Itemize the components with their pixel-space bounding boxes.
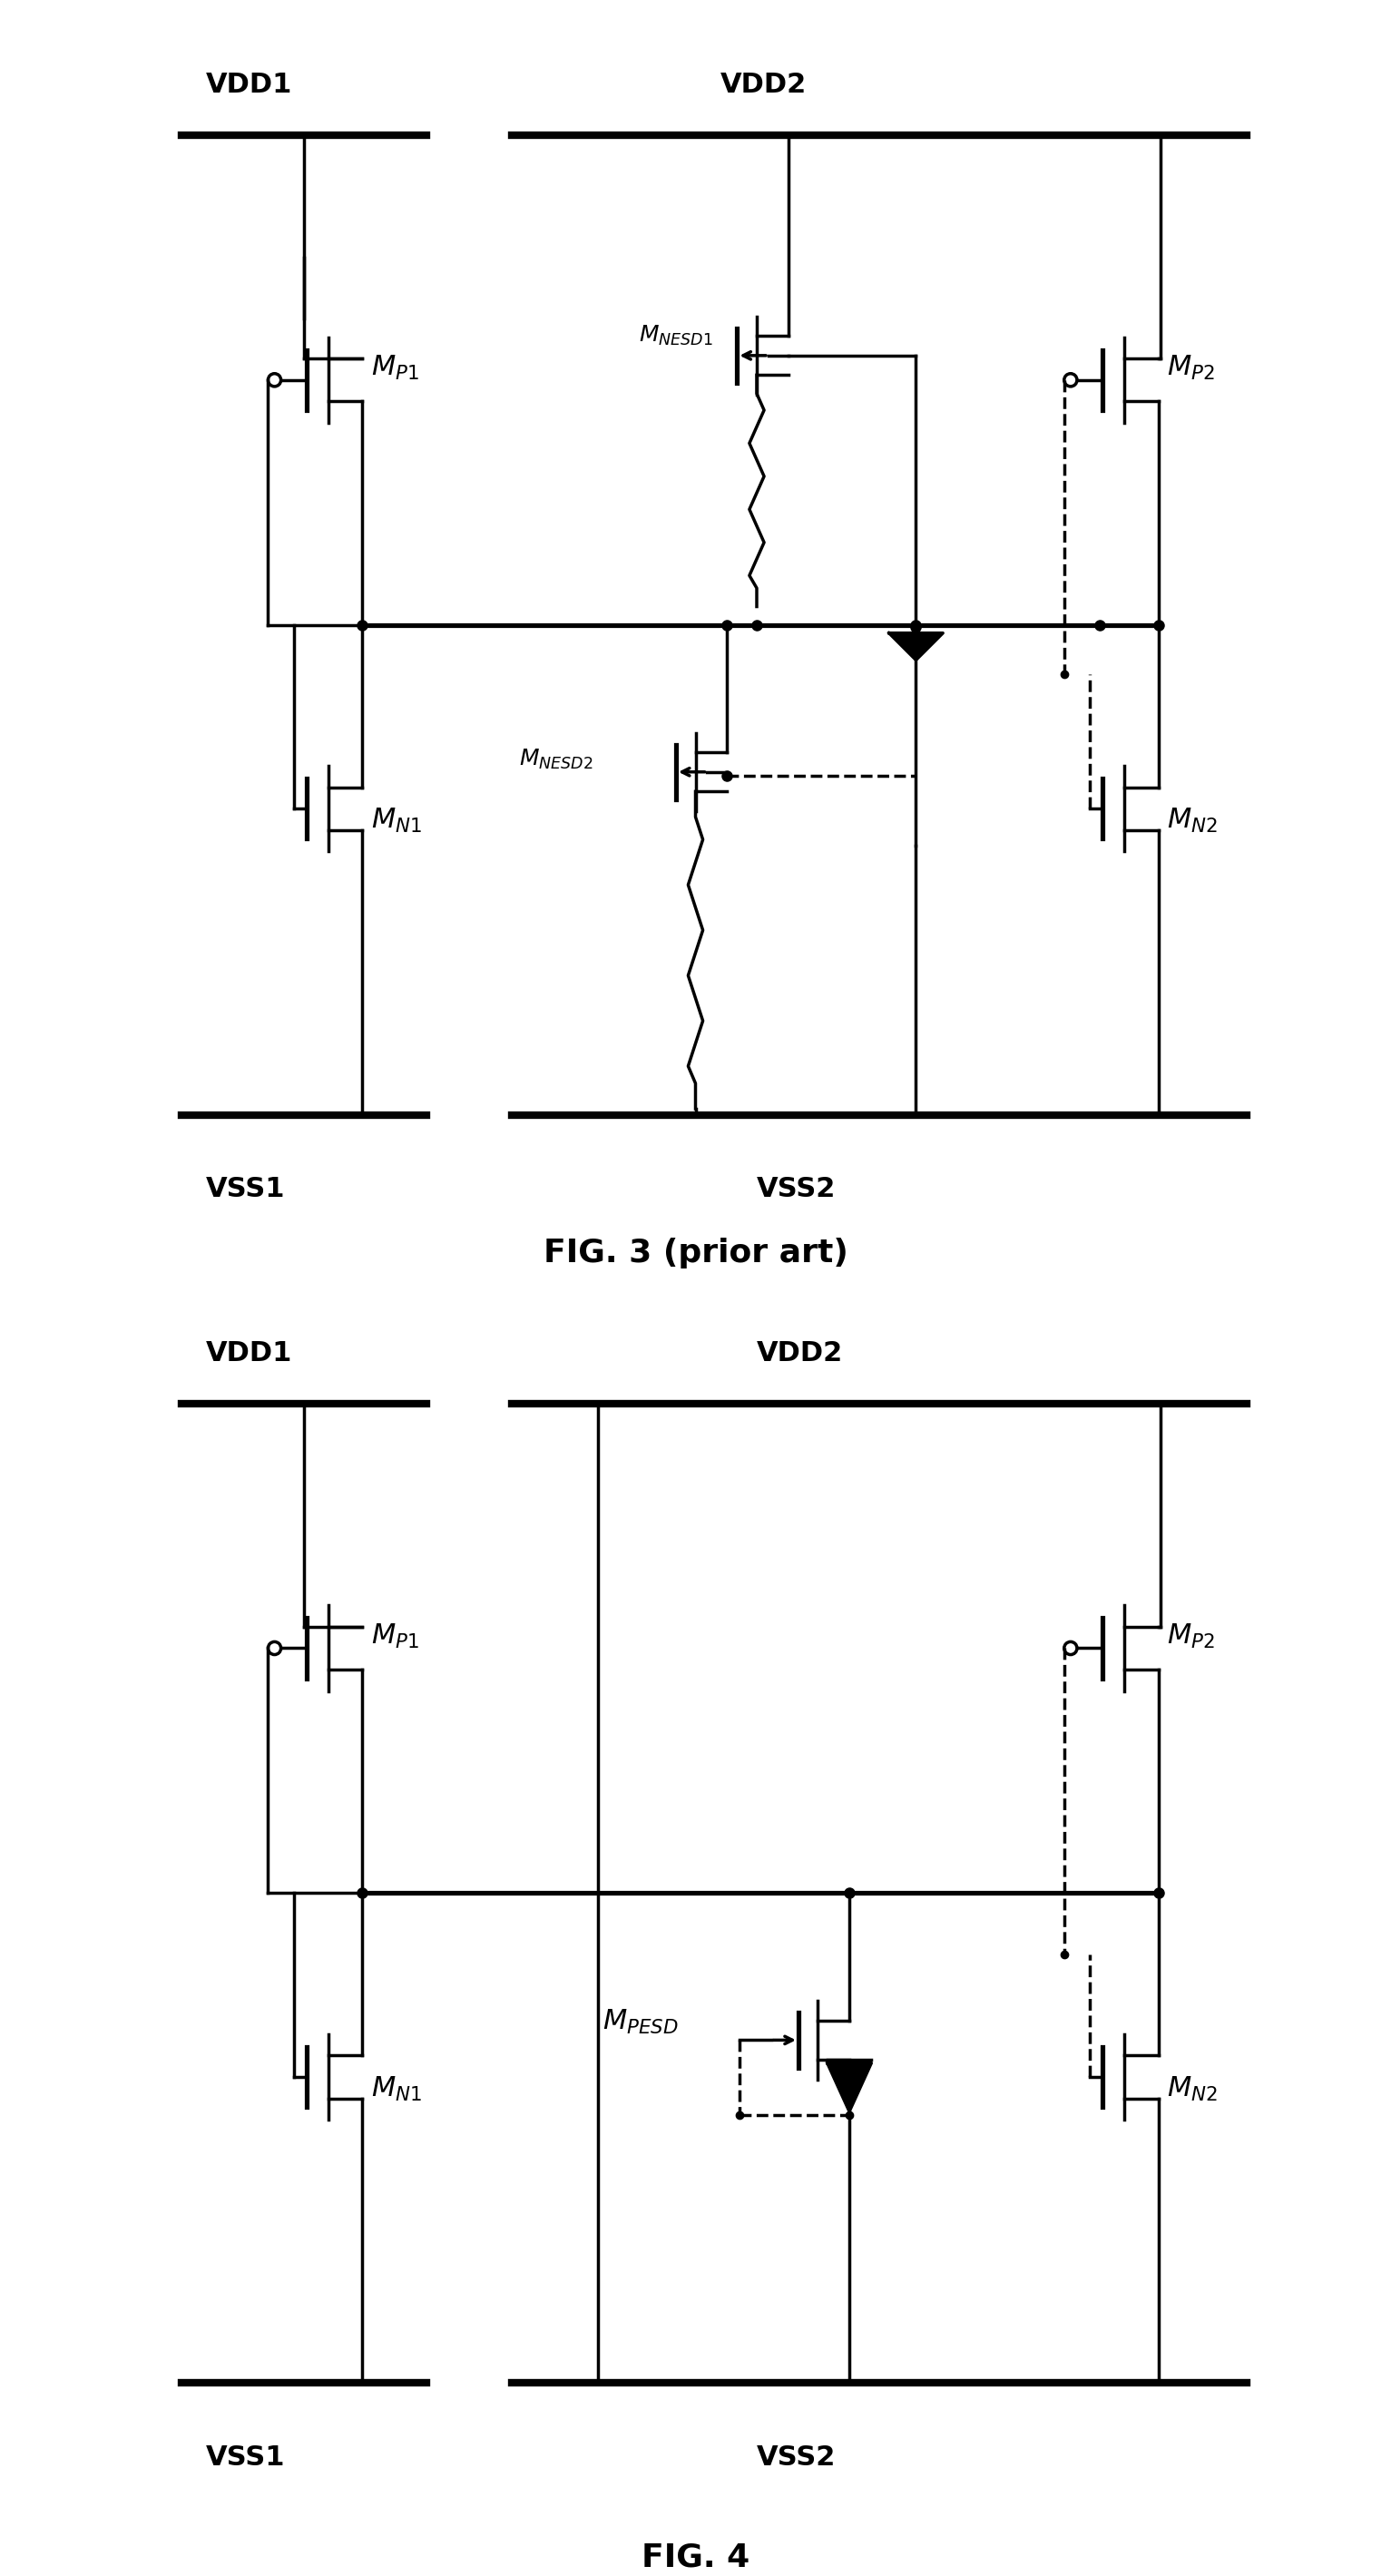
Text: FIG. 4: FIG. 4 (641, 2543, 750, 2573)
Text: VSS1: VSS1 (206, 1177, 285, 1203)
Text: $M_{P1}$: $M_{P1}$ (371, 353, 419, 381)
Polygon shape (828, 2063, 871, 2112)
Text: VDD2: VDD2 (757, 1340, 843, 1365)
Text: VSS2: VSS2 (757, 2445, 836, 2470)
Text: $M_{NESD2}$: $M_{NESD2}$ (519, 747, 593, 773)
Text: $M_{N2}$: $M_{N2}$ (1167, 2076, 1217, 2102)
Text: $M_{N1}$: $M_{N1}$ (371, 806, 421, 835)
Text: VDD1: VDD1 (206, 72, 292, 98)
Polygon shape (889, 634, 943, 659)
Text: VSS1: VSS1 (206, 2445, 285, 2470)
Text: $M_{PESD}$: $M_{PESD}$ (602, 2007, 679, 2035)
Text: VSS2: VSS2 (757, 1177, 836, 1203)
Text: $M_{NESD1}$: $M_{NESD1}$ (638, 325, 714, 348)
Text: $M_{N2}$: $M_{N2}$ (1167, 806, 1217, 835)
Text: VDD1: VDD1 (206, 1340, 292, 1365)
Text: FIG. 3 (prior art): FIG. 3 (prior art) (542, 1236, 849, 1267)
Text: $M_{N1}$: $M_{N1}$ (371, 2076, 421, 2102)
Text: $M_{P1}$: $M_{P1}$ (371, 1623, 419, 1651)
Text: $M_{P2}$: $M_{P2}$ (1167, 353, 1214, 381)
Text: VDD2: VDD2 (721, 72, 807, 98)
Text: $M_{P2}$: $M_{P2}$ (1167, 1623, 1214, 1651)
